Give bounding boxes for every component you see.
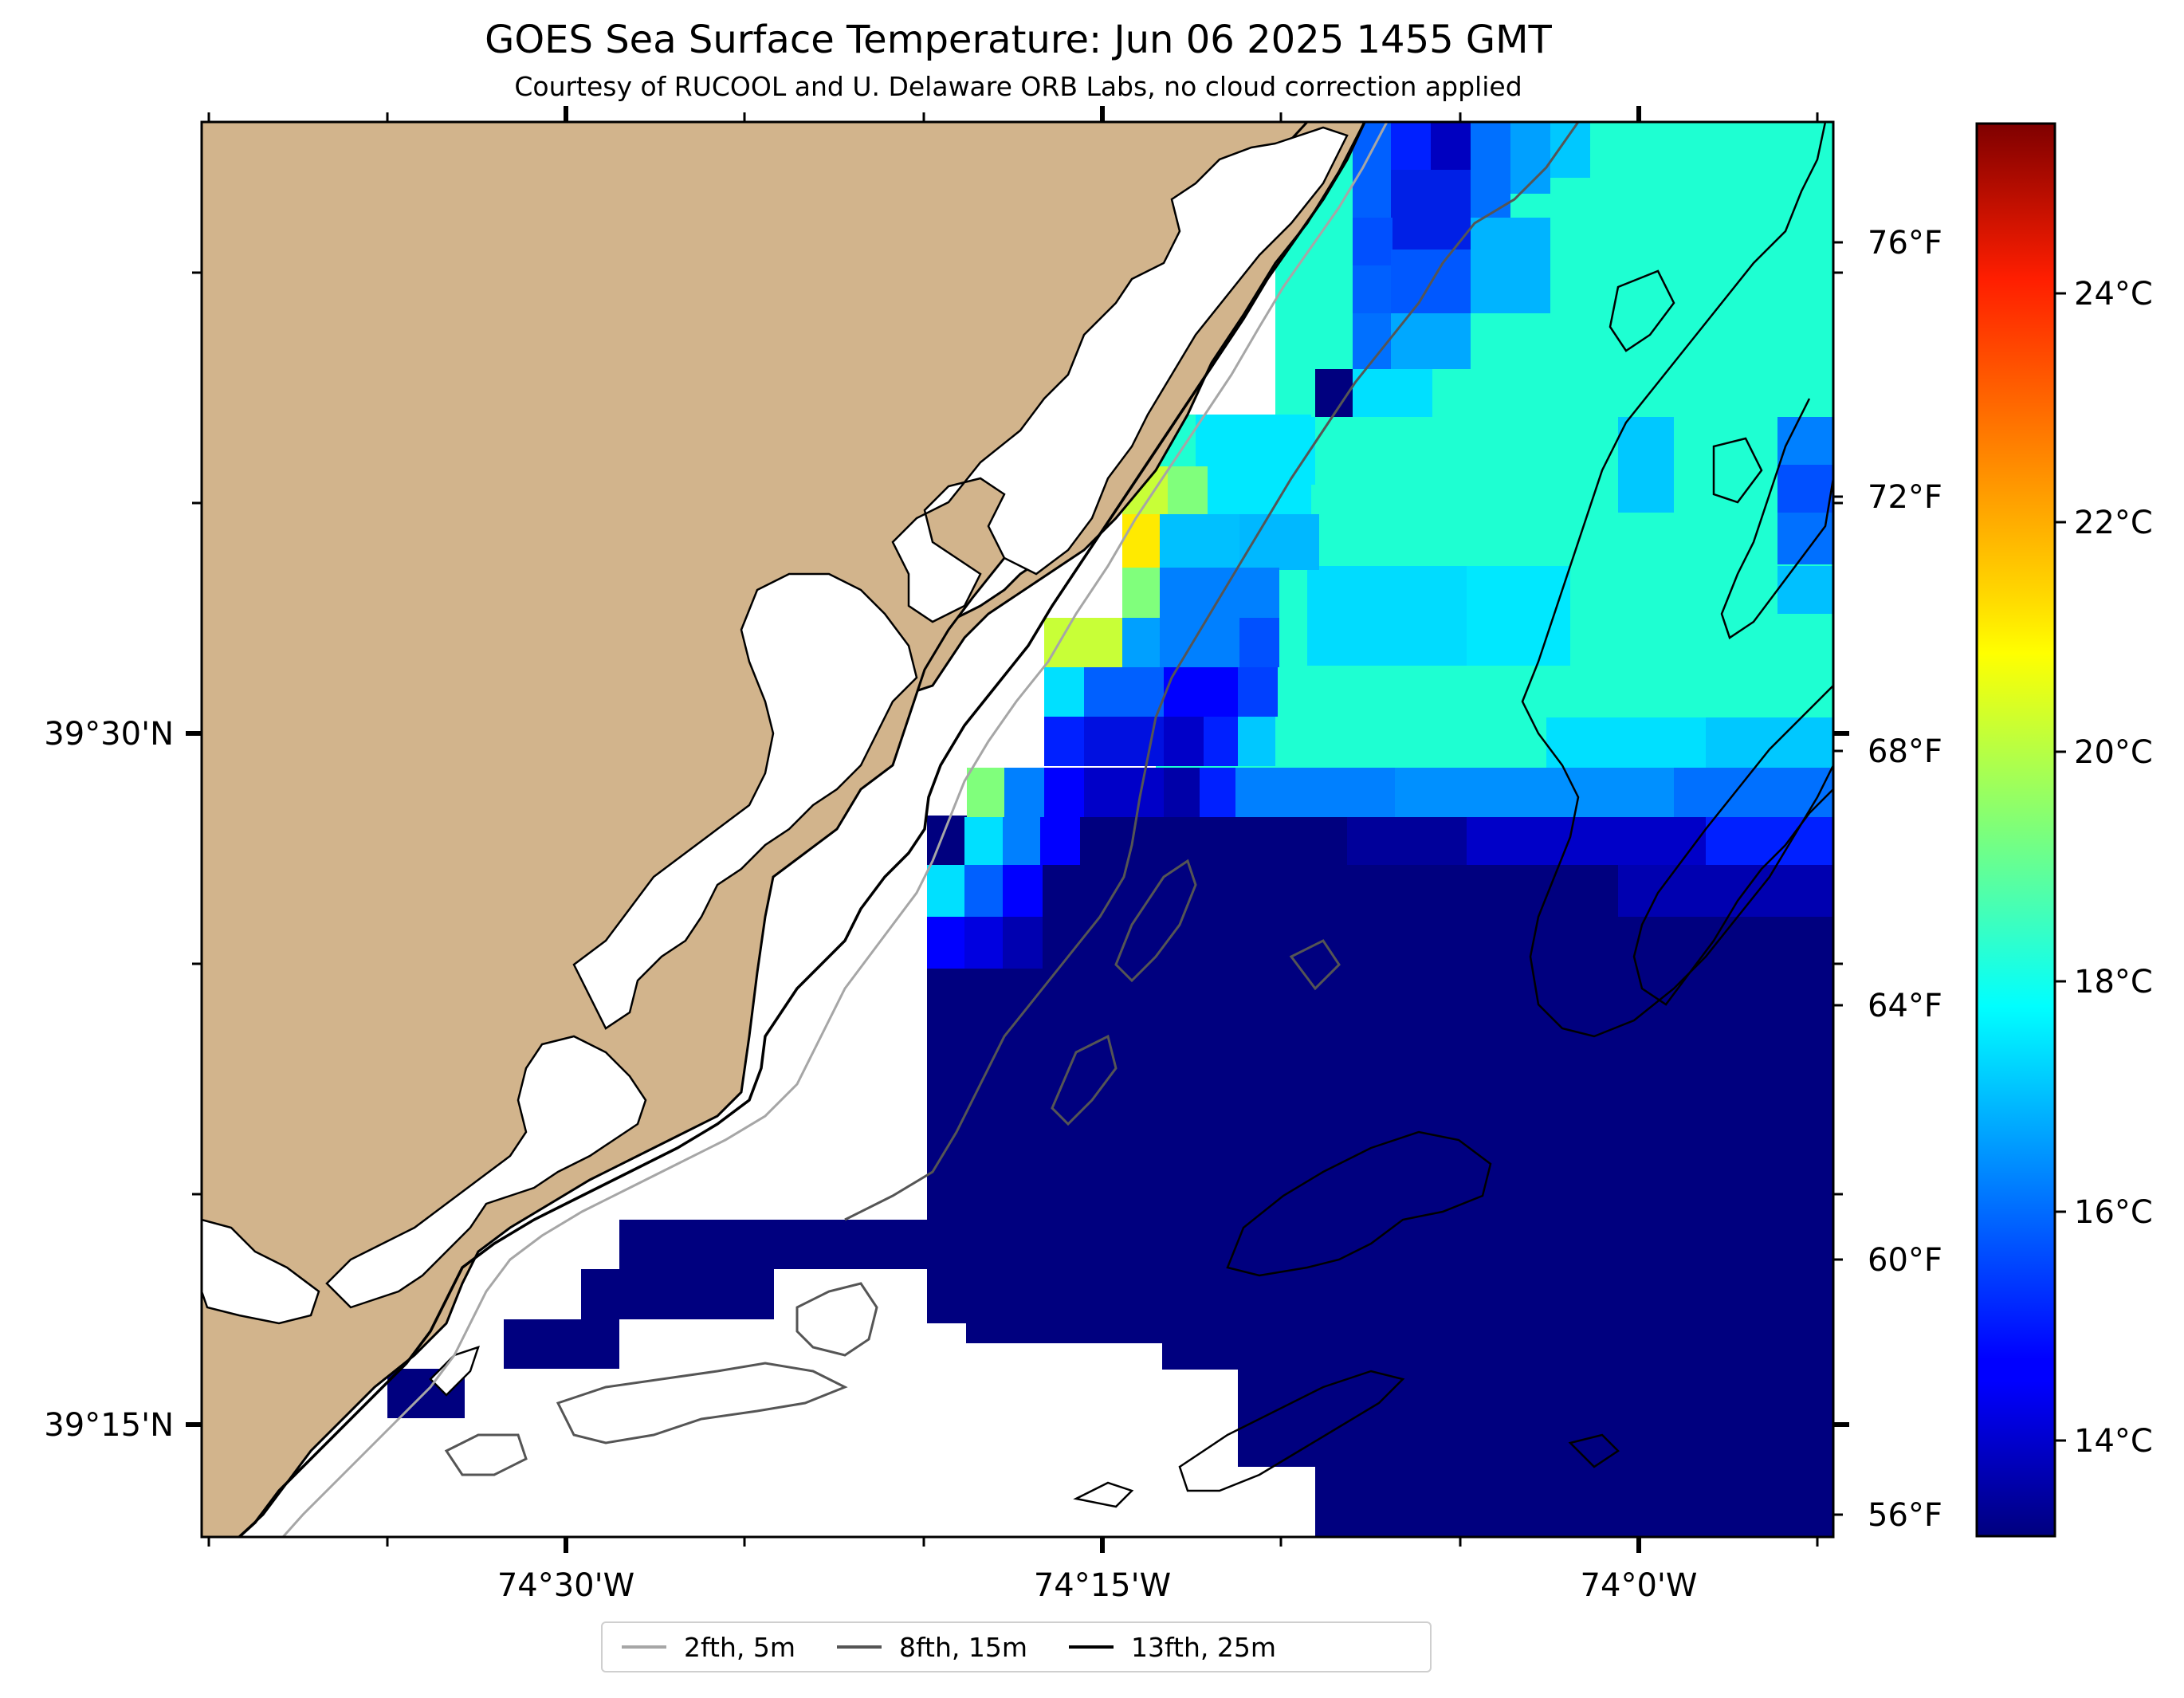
- fahrenheit-label: 68°F: [1868, 733, 1942, 770]
- map-subtitle: Courtesy of RUCOOL and U. Delaware ORB L…: [514, 71, 1522, 102]
- celsius-label: 16°C: [2074, 1194, 2153, 1231]
- legend-label: 13fth, 25m: [1131, 1631, 1277, 1663]
- celsius-label: 14°C: [2074, 1423, 2153, 1460]
- fahrenheit-label: 64°F: [1868, 988, 1942, 1024]
- fahrenheit-label: 60°F: [1868, 1242, 1942, 1279]
- legend-line-icon: [622, 1645, 666, 1649]
- celsius-label: 20°C: [2074, 734, 2153, 771]
- bathymetry-8fth-15m: [444, 122, 1580, 1476]
- axis-ticks: [186, 106, 1849, 1553]
- fahrenheit-label: 72°F: [1868, 479, 1942, 516]
- coastline-barrier-island: [238, 122, 1366, 1537]
- legend-line-icon: [1069, 1645, 1114, 1649]
- lat-tick-label: 39°15'N: [44, 1407, 174, 1444]
- lat-tick-label: 39°30'N: [44, 716, 174, 753]
- legend-label: 2fth, 5m: [684, 1631, 796, 1663]
- minor-ticks: [192, 112, 1843, 1547]
- sst-raster: [387, 122, 1833, 1537]
- lon-tick-label: 74°30'W: [497, 1567, 634, 1604]
- fahrenheit-label: 56°F: [1868, 1497, 1942, 1534]
- fahrenheit-label: 76°F: [1868, 225, 1942, 261]
- map-frame: [200, 120, 1835, 1539]
- legend-item-13fth: 13fth, 25m: [1069, 1632, 1276, 1663]
- legend-item-2fth: 2fth, 5m: [622, 1632, 795, 1663]
- celsius-label: 18°C: [2074, 964, 2153, 1000]
- marsh-water: [202, 126, 1349, 1397]
- map-title: GOES Sea Surface Temperature: Jun 06 202…: [485, 18, 1552, 62]
- celsius-label: 24°C: [2074, 276, 2153, 312]
- fahrenheit-ticks: [1833, 241, 1843, 1516]
- lon-tick-label: 74°15'W: [1034, 1567, 1171, 1604]
- legend-item-8fth: 8fth, 15m: [837, 1632, 1027, 1663]
- colorbar: [1975, 122, 2056, 1538]
- bathymetry-13fth-25m: [1073, 122, 1833, 1508]
- colorbar-ticks: [2055, 292, 2066, 1442]
- contour-legend: 2fth, 5m 8fth, 15m 13fth, 25m: [601, 1621, 1432, 1672]
- celsius-label: 22°C: [2074, 505, 2153, 541]
- lon-tick-label: 74°0'W: [1581, 1567, 1698, 1604]
- legend-line-icon: [837, 1645, 882, 1649]
- bathymetry-2fth-5m: [281, 122, 1389, 1537]
- legend-label: 8fth, 15m: [899, 1631, 1028, 1663]
